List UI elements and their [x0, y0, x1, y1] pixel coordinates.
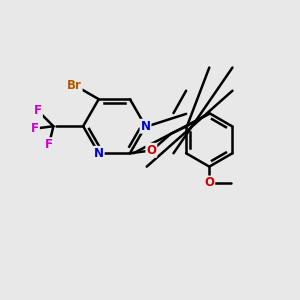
Text: O: O: [204, 176, 214, 190]
Text: F: F: [34, 104, 42, 117]
Text: O: O: [146, 144, 156, 157]
Text: F: F: [45, 138, 53, 151]
Text: F: F: [31, 122, 39, 135]
Text: N: N: [140, 120, 151, 133]
Text: N: N: [94, 147, 104, 160]
Text: Br: Br: [67, 79, 82, 92]
